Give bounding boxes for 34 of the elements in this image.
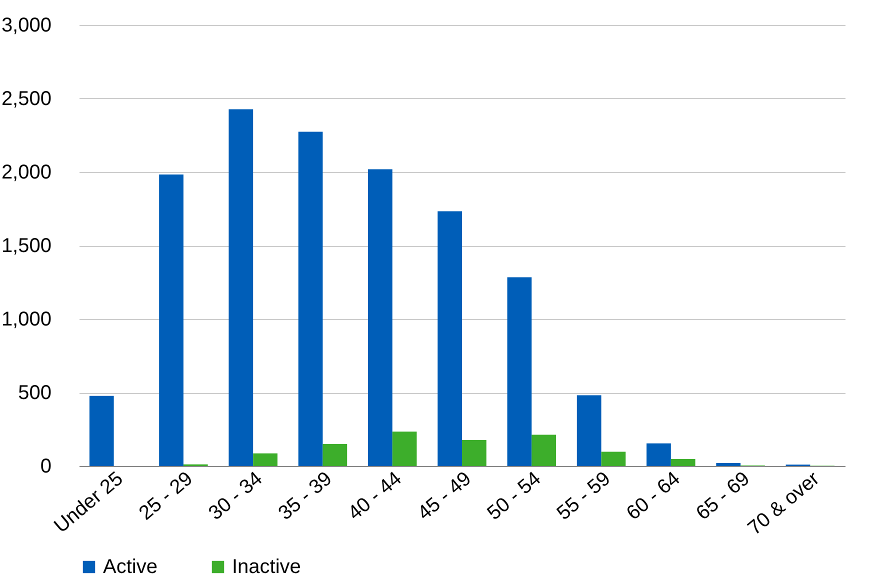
y-tick-label: 2,500 (1, 88, 52, 110)
bar (159, 174, 184, 466)
bar (89, 396, 114, 466)
bar (298, 132, 323, 466)
y-tick-label: 500 (18, 382, 52, 404)
y-tick-label: 1,500 (1, 235, 52, 257)
bar (646, 443, 671, 466)
x-tick-label: 35 - 39 (274, 468, 336, 525)
bar (576, 395, 602, 466)
x-tick-label: 40 - 44 (344, 468, 406, 525)
x-tick-label: 30 - 34 (204, 468, 267, 525)
x-tick-label: 25 - 29 (135, 468, 197, 525)
y-tick-label: 3,000 (1, 14, 52, 36)
bar (392, 432, 417, 466)
legend-label: Active (103, 556, 158, 578)
bar (670, 458, 696, 466)
y-tick-label: 2,000 (1, 162, 52, 184)
bar (462, 440, 486, 466)
bar (368, 169, 392, 466)
bar (601, 452, 626, 466)
bar (716, 463, 741, 466)
legend-label: Inactive (232, 556, 301, 578)
y-tick-label: 1,000 (1, 308, 52, 330)
x-tick-label: 45 - 49 (414, 468, 476, 525)
bar (532, 434, 556, 466)
bar (507, 277, 532, 466)
bar (228, 109, 254, 466)
bar (322, 444, 348, 466)
x-tick-label: 60 - 64 (622, 468, 684, 525)
bar (253, 453, 278, 466)
y-tick-label: 0 (40, 456, 52, 478)
x-tick-label: 50 - 54 (483, 468, 546, 525)
x-tick-label: 55 - 59 (552, 468, 615, 525)
bar (438, 211, 462, 466)
